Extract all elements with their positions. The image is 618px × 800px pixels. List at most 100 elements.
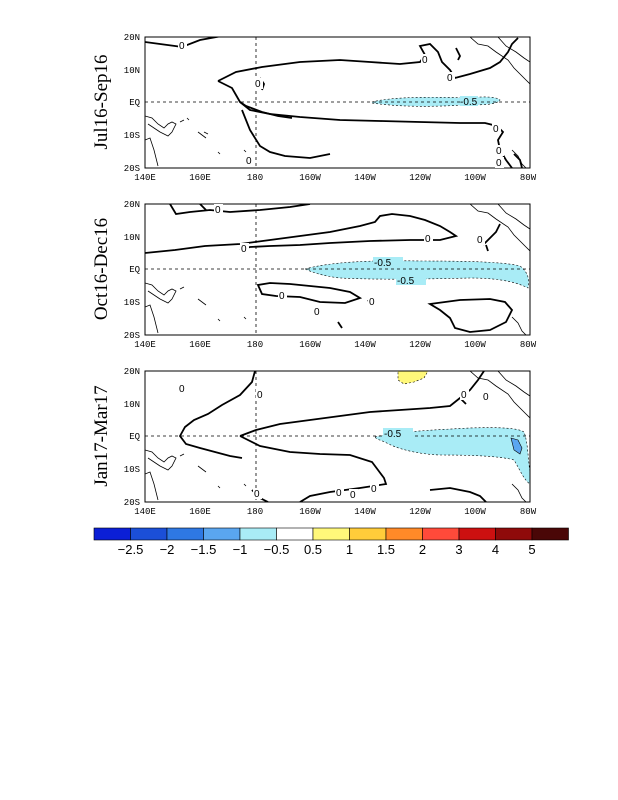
lon-tick-label: 160W bbox=[299, 507, 321, 517]
lon-tick-label: 180 bbox=[247, 340, 263, 350]
colorbar-label: 0.5 bbox=[304, 542, 322, 557]
colorbar-swatch bbox=[276, 527, 314, 541]
colorbar-swatch bbox=[458, 527, 496, 541]
lat-tick-label: 20N bbox=[124, 367, 140, 377]
colorbar-swatch bbox=[130, 527, 168, 541]
lon-tick-label: 120W bbox=[409, 507, 431, 517]
coastline bbox=[145, 371, 530, 502]
panel-title: Jan17-Mar17 bbox=[91, 385, 112, 486]
lon-tick-label: 100W bbox=[464, 173, 486, 183]
contour-label: 0 bbox=[179, 41, 185, 52]
colorbar-swatch bbox=[385, 527, 423, 541]
contour-label: 0 bbox=[369, 297, 375, 308]
contour-labels: 0 0 0 0 0 0 0 -0.5 -0.5 bbox=[214, 204, 485, 318]
lon-tick-label: 180 bbox=[247, 173, 263, 183]
lat-tick-labels: 20N 10N EQ 10S 20S bbox=[124, 200, 140, 341]
colorbar-label: −2 bbox=[160, 542, 175, 557]
contour-label: -0.5 bbox=[384, 429, 402, 440]
colorbar-label: 4 bbox=[492, 542, 499, 557]
contour-label: 0 bbox=[461, 390, 467, 401]
lon-tick-label: 140W bbox=[354, 173, 376, 183]
lon-tick-label: 160E bbox=[189, 340, 211, 350]
colorbar: −2.5 −2 −1.5 −1 −0.5 0.5 1 1.5 2 3 4 5 bbox=[93, 527, 569, 557]
contour-label: 0 bbox=[254, 489, 260, 500]
negative-anomaly-region bbox=[374, 427, 530, 485]
lon-tick-label: 140E bbox=[134, 507, 156, 517]
lon-tick-label: 120W bbox=[409, 173, 431, 183]
lon-tick-label: 160W bbox=[299, 173, 321, 183]
contour-label: 0 bbox=[425, 234, 431, 245]
lon-tick-label: 140E bbox=[134, 340, 156, 350]
lon-tick-label: 180 bbox=[247, 507, 263, 517]
strong-negative-anomaly-region bbox=[510, 437, 523, 455]
lat-tick-label: 20S bbox=[124, 498, 140, 508]
positive-anomaly-region bbox=[397, 371, 429, 385]
colorbar-swatch bbox=[166, 527, 204, 541]
lon-tick-label: 140E bbox=[134, 173, 156, 183]
lon-tick-label: 120W bbox=[409, 340, 431, 350]
colorbar-label: 3 bbox=[455, 542, 462, 557]
colorbar-swatch bbox=[495, 527, 533, 541]
lon-tick-labels: 140E 160E 180 160W 140W 120W 100W 80W bbox=[134, 340, 537, 350]
lon-tick-label: 160E bbox=[189, 507, 211, 517]
panel-frame bbox=[144, 203, 531, 336]
lat-tick-labels: 20N 10N EQ 10S 20S bbox=[124, 367, 140, 508]
lat-tick-label: 10N bbox=[124, 400, 140, 410]
lon-tick-label: 80W bbox=[520, 340, 537, 350]
negative-anomaly-region bbox=[304, 260, 530, 289]
lon-tick-labels: 140E 160E 180 160W 140W 120W 100W 80W bbox=[134, 173, 537, 183]
contour-label: 0 bbox=[179, 384, 185, 395]
contour-label: 0 bbox=[496, 146, 502, 157]
lat-tick-label: 20N bbox=[124, 200, 140, 210]
colorbar-label: 1.5 bbox=[377, 542, 395, 557]
lat-tick-label: EQ bbox=[129, 432, 140, 442]
lon-tick-label: 80W bbox=[520, 173, 537, 183]
contour-label: 0 bbox=[447, 73, 453, 84]
contour-label: 0 bbox=[496, 158, 502, 169]
lon-tick-label: 140W bbox=[354, 507, 376, 517]
colorbar-swatch bbox=[349, 527, 387, 541]
contour-label: -0.5 bbox=[460, 97, 478, 108]
contour-label: 0 bbox=[314, 307, 320, 318]
colorbar-swatch bbox=[422, 527, 460, 541]
colorbar-label: −0.5 bbox=[264, 542, 290, 557]
colorbar-swatch bbox=[203, 527, 241, 541]
lon-tick-label: 160W bbox=[299, 340, 321, 350]
contour-label: 0 bbox=[215, 205, 221, 216]
colorbar-label: −2.5 bbox=[118, 542, 144, 557]
contour-label: 0 bbox=[350, 490, 356, 501]
contour-label: 0 bbox=[371, 484, 377, 495]
lat-tick-label: 20S bbox=[124, 331, 140, 341]
contour-labels: 0 0 0 0 0 0 0 0 -0.5 bbox=[178, 40, 504, 169]
lat-tick-label: 20N bbox=[124, 33, 140, 43]
contour-label: 0 bbox=[255, 79, 261, 90]
lat-tick-label: EQ bbox=[129, 265, 140, 275]
panel-1: 0 0 0 0 0 0 0 0 -0.5 Jul16-Sep16 20N 10N… bbox=[91, 33, 537, 183]
contour-label: 0 bbox=[241, 244, 247, 255]
colorbar-label: −1 bbox=[233, 542, 248, 557]
lat-tick-label: 10S bbox=[124, 298, 140, 308]
lon-tick-labels: 140E 160E 180 160W 140W 120W 100W 80W bbox=[134, 507, 537, 517]
lon-tick-label: 140W bbox=[354, 340, 376, 350]
panel-2: 0 0 0 0 0 0 0 -0.5 -0.5 Oct16-Dec16 20N … bbox=[91, 200, 537, 350]
lat-tick-labels: 20N 10N EQ 10S 20S bbox=[124, 33, 140, 174]
contour-label: 0 bbox=[493, 124, 499, 135]
lat-tick-label: EQ bbox=[129, 98, 140, 108]
contour-label: 0 bbox=[422, 55, 428, 66]
panel-3: 0 0 0 0 0 0 0 0 -0.5 Jan17-Mar17 20N 10N… bbox=[91, 367, 537, 517]
contour-label: 0 bbox=[257, 390, 263, 401]
lat-tick-label: 20S bbox=[124, 164, 140, 174]
contour-label: -0.5 bbox=[374, 258, 392, 269]
colorbar-swatch bbox=[239, 527, 277, 541]
contour-label: 0 bbox=[477, 235, 483, 246]
lat-tick-label: 10N bbox=[124, 233, 140, 243]
panel-title: Jul16-Sep16 bbox=[91, 55, 112, 150]
colorbar-label: −1.5 bbox=[191, 542, 217, 557]
colorbar-label: 2 bbox=[419, 542, 426, 557]
panel-frame bbox=[144, 36, 531, 169]
contour-label: 0 bbox=[246, 156, 252, 167]
lon-tick-label: 80W bbox=[520, 507, 537, 517]
panel-frame bbox=[144, 370, 531, 503]
contour-label: -0.5 bbox=[397, 276, 415, 287]
